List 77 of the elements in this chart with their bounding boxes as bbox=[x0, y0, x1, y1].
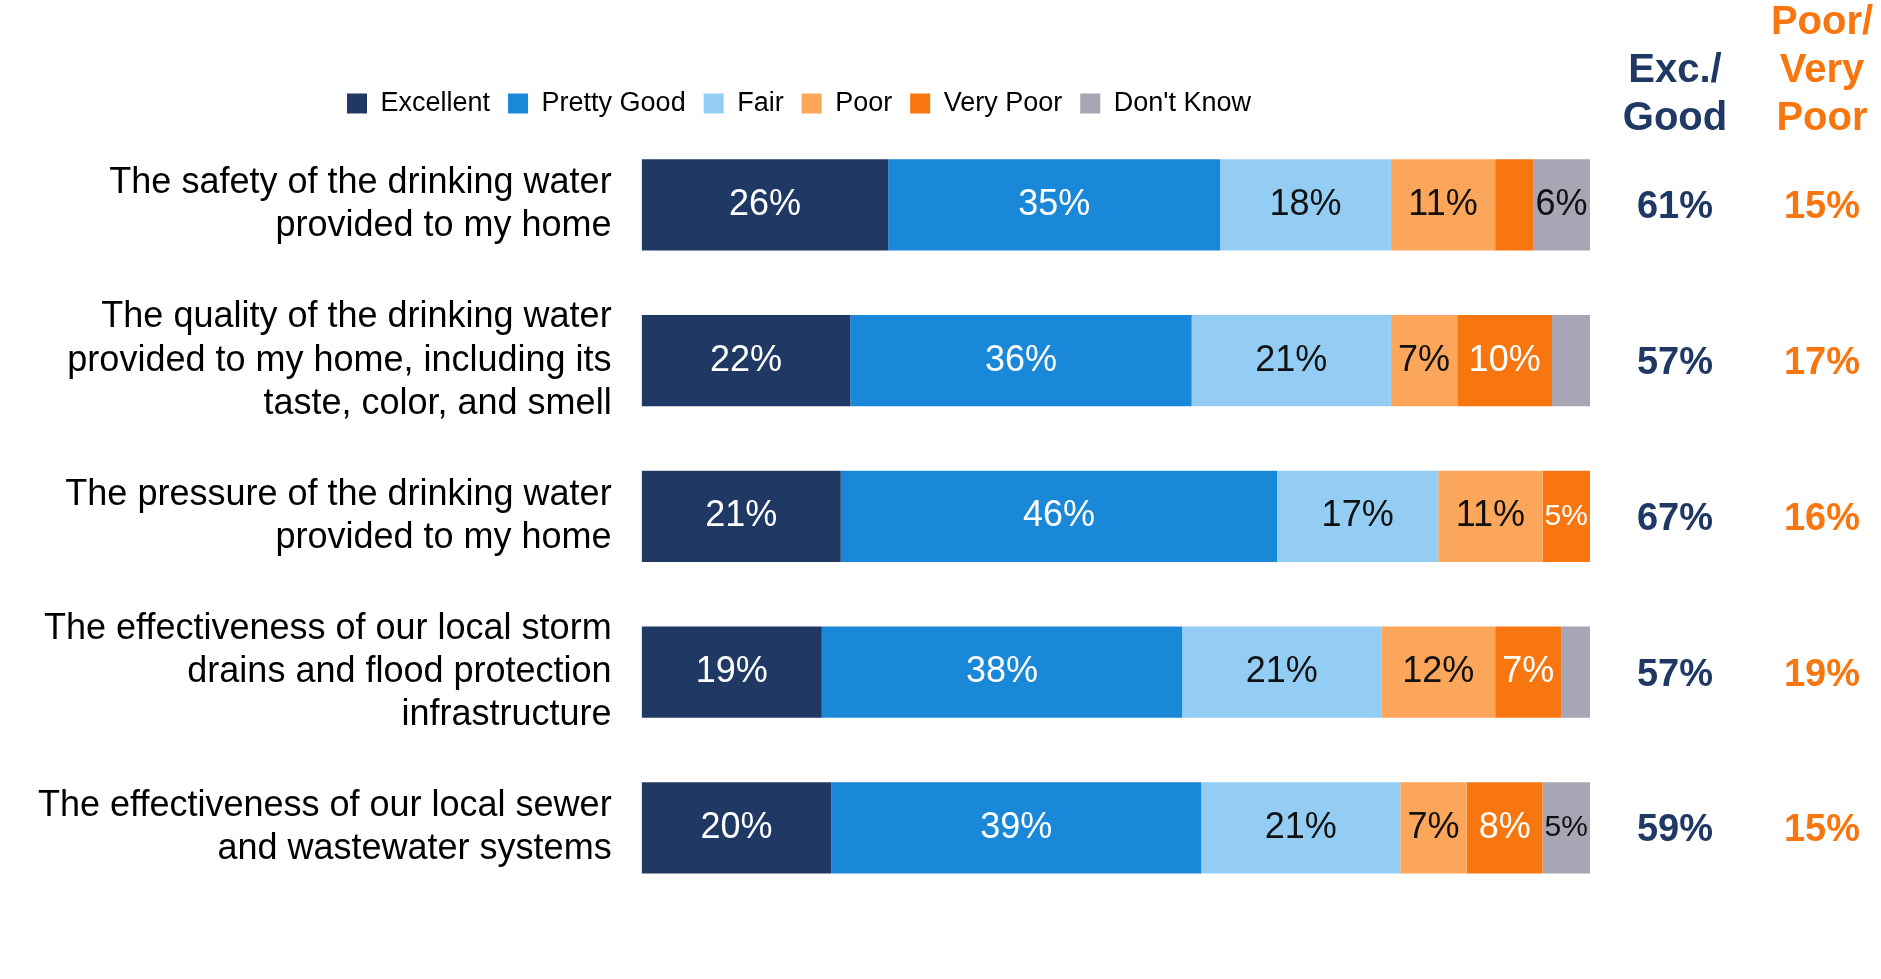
bar bbox=[1400, 782, 1467, 874]
bar bbox=[1457, 315, 1553, 407]
data-label: 21% bbox=[1255, 337, 1328, 379]
bar bbox=[1390, 315, 1458, 407]
data-label: 21% bbox=[705, 493, 778, 535]
data-label: 11% bbox=[1455, 493, 1526, 535]
bar bbox=[1182, 626, 1382, 718]
bar bbox=[1438, 470, 1543, 562]
bar bbox=[1201, 782, 1401, 874]
text: Exc./ Good bbox=[1622, 46, 1728, 138]
data-label: 36% bbox=[984, 337, 1058, 379]
text: 15% bbox=[1783, 807, 1861, 850]
data-label: 22% bbox=[709, 337, 782, 379]
bar bbox=[1552, 315, 1590, 407]
bar bbox=[1495, 626, 1562, 718]
bar bbox=[1381, 626, 1496, 718]
text: 57% bbox=[1636, 340, 1714, 383]
bar bbox=[888, 159, 1221, 251]
bar bbox=[1495, 159, 1534, 251]
data-label: 18% bbox=[1269, 181, 1342, 223]
text: 61% bbox=[1636, 184, 1714, 227]
legend-label: Excellent bbox=[380, 86, 491, 117]
legend-label: Very Poor bbox=[943, 86, 1063, 117]
text: 59% bbox=[1636, 807, 1714, 850]
y-tick-label: The effectiveness of our local sewer and wastewater systems bbox=[37, 783, 612, 868]
data-label: 21% bbox=[1264, 804, 1337, 846]
bar bbox=[1277, 470, 1439, 562]
bar bbox=[641, 470, 841, 562]
text: 67% bbox=[1636, 495, 1714, 538]
bar bbox=[641, 626, 822, 718]
bar bbox=[840, 470, 1278, 562]
data-label: 7% bbox=[1407, 804, 1460, 846]
bar bbox=[641, 315, 851, 407]
legend-label: Pretty Good bbox=[541, 86, 686, 117]
legend-label: Don't Know bbox=[1113, 86, 1252, 117]
bar bbox=[1466, 782, 1543, 874]
data-label: 17% bbox=[1321, 493, 1394, 535]
data-label: 7% bbox=[1398, 337, 1451, 379]
data-label: 5% bbox=[1544, 809, 1588, 843]
data-label: 6% bbox=[1535, 181, 1588, 223]
bar bbox=[831, 782, 1202, 874]
bar bbox=[1390, 159, 1496, 251]
text: 57% bbox=[1636, 651, 1714, 694]
bar bbox=[850, 315, 1192, 407]
y-tick-label: The effectiveness of our local storm drains and flood protection infrastructure bbox=[44, 605, 612, 734]
data-label: 38% bbox=[965, 649, 1039, 691]
bar bbox=[1561, 626, 1590, 718]
data-label: 20% bbox=[700, 804, 773, 846]
bar bbox=[1542, 470, 1590, 562]
text: 17% bbox=[1783, 340, 1861, 383]
text: 15% bbox=[1783, 184, 1861, 227]
data-label: 8% bbox=[1478, 804, 1531, 846]
bar bbox=[641, 159, 889, 251]
data-label: 11% bbox=[1408, 181, 1478, 223]
y-tick-label: The quality of the drinking water provided to my home, including its taste, color, and smell bbox=[67, 294, 612, 422]
data-label: 7% bbox=[1502, 649, 1555, 691]
bar bbox=[1191, 315, 1391, 407]
bar bbox=[1220, 159, 1391, 251]
bar bbox=[1542, 782, 1590, 874]
bar bbox=[821, 626, 1183, 718]
data-label: 21% bbox=[1245, 649, 1318, 691]
legend-label: Fair bbox=[737, 86, 784, 117]
legend-label: Poor bbox=[835, 86, 893, 117]
data-label: 26% bbox=[728, 181, 801, 223]
data-label: 5% bbox=[1544, 497, 1588, 531]
data-label: 12% bbox=[1402, 649, 1475, 691]
text: Poor/ Very Poor bbox=[1770, 0, 1874, 138]
data-label: 46% bbox=[1022, 493, 1095, 535]
y-tick-label: The safety of the drinking water provided to my home bbox=[109, 160, 612, 245]
text: 16% bbox=[1783, 495, 1861, 538]
text: 19% bbox=[1783, 651, 1861, 694]
y-tick-label: The pressure of the drinking water provided to my home bbox=[65, 471, 612, 556]
bar bbox=[641, 782, 832, 874]
data-label: 35% bbox=[1018, 181, 1091, 223]
data-label: 10% bbox=[1468, 337, 1541, 379]
data-label: 39% bbox=[980, 804, 1053, 846]
data-label: 19% bbox=[695, 649, 768, 691]
